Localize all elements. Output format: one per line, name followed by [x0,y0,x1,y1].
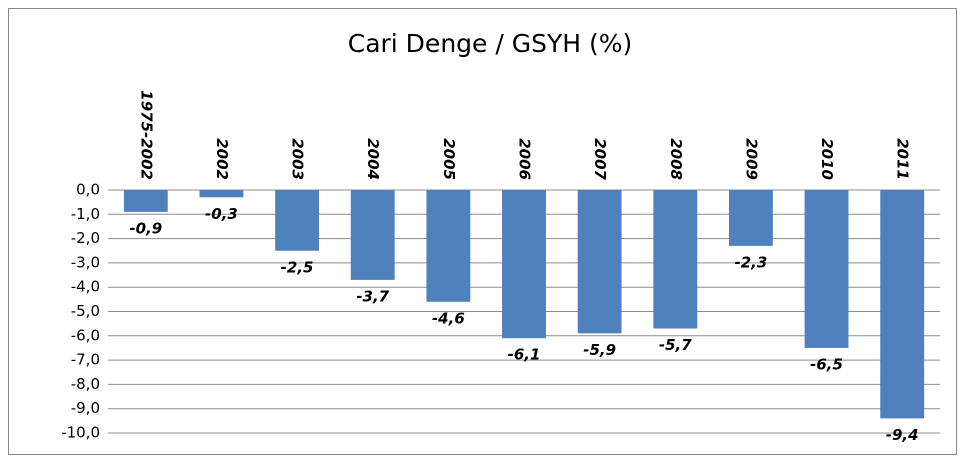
data-label: -6,5 [810,355,843,373]
y-tick-label: -9,0 [71,399,100,417]
data-label: -9,4 [886,426,919,444]
bar [653,190,698,329]
x-tick-label: 2010 [818,138,836,180]
x-tick-label: 2004 [364,138,382,180]
data-label: -5,7 [659,336,692,354]
x-tick-label: 2011 [894,138,912,180]
x-tick-label: 1975-2002 [137,90,155,180]
bar [275,190,320,251]
data-label: -2,3 [735,253,768,271]
y-tick-label: 0,0 [76,181,100,199]
x-tick-label: 2008 [667,138,685,180]
x-tick-label: 2005 [440,138,458,180]
y-tick-label: -2,0 [71,229,100,247]
data-label: -4,6 [432,309,465,327]
bar [123,190,168,212]
bar [728,190,773,246]
y-tick-label: -3,0 [71,253,100,271]
x-tick-label: 2009 [742,138,760,180]
chart-frame [8,8,957,455]
y-tick-label: -1,0 [71,205,100,223]
bar [804,190,849,348]
data-label: -5,9 [583,341,616,359]
data-label: -6,1 [508,346,541,364]
bar [426,190,471,302]
y-tick-label: -5,0 [71,302,100,320]
y-tick-label: -8,0 [71,375,100,393]
bar [199,190,244,198]
x-tick-label: 2002 [213,138,231,180]
bar [880,190,925,419]
bar [502,190,546,339]
x-tick-label: 2006 [516,138,534,180]
bar [350,190,395,280]
y-tick-label: -10,0 [61,424,100,442]
data-label: -0,3 [205,205,238,223]
data-label: -0,9 [129,219,162,237]
y-tick-label: -7,0 [71,351,100,369]
x-tick-label: 2007 [591,138,609,180]
x-tick-label: 2003 [289,138,307,180]
y-tick-label: -4,0 [71,278,100,296]
data-label: -2,5 [281,258,314,276]
chart-title: Cari Denge / GSYH (%) [348,29,633,58]
data-label: -3,7 [356,287,389,305]
y-tick-label: -6,0 [71,326,100,344]
bar [577,190,622,334]
